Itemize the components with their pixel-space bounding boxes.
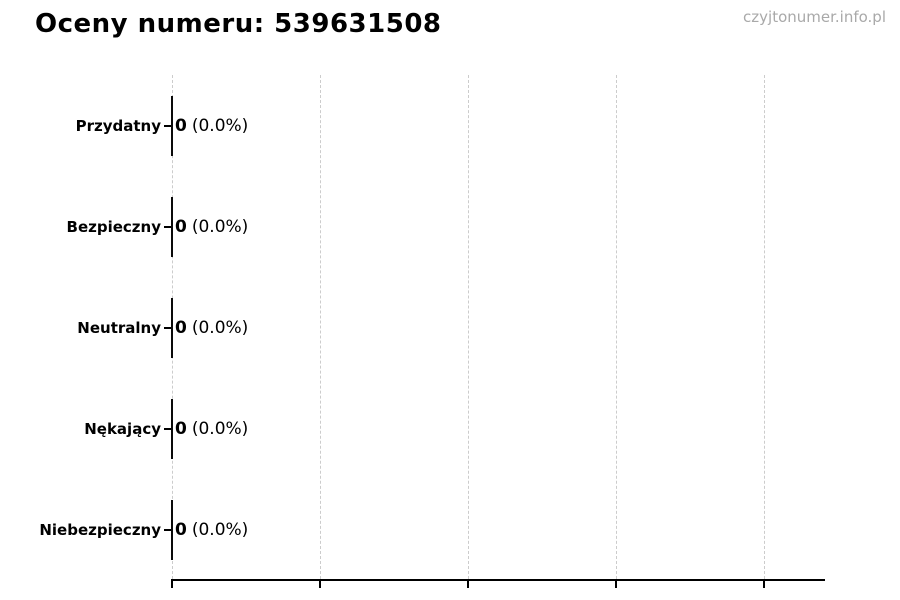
x-axis-line — [171, 579, 825, 581]
value-percent: (0.0%) — [191, 216, 249, 237]
value-count: 0 — [175, 115, 187, 136]
chart-title: Oceny numeru: 539631508 — [35, 9, 442, 39]
value-percent: (0.0%) — [191, 115, 249, 136]
value-label: 0 (0.0%) — [175, 116, 248, 136]
y-axis-tick — [164, 528, 171, 531]
value-label: 0 (0.0%) — [175, 217, 248, 237]
category-row: Neutralny 0 (0.0%) — [77, 277, 824, 378]
gridline — [320, 75, 321, 579]
x-axis-tick — [319, 581, 321, 588]
value-percent: (0.0%) — [191, 519, 249, 540]
zero-width-bar — [171, 398, 173, 459]
value-label: 0 (0.0%) — [175, 520, 248, 540]
value-count: 0 — [175, 216, 187, 237]
category-label: Neutralny — [77, 318, 161, 337]
gridline — [468, 75, 469, 579]
watermark-text: czyjtonumer.info.pl — [743, 8, 886, 26]
value-count: 0 — [175, 317, 187, 338]
category-label: Przydatny — [75, 116, 161, 135]
zero-width-bar — [171, 297, 173, 358]
y-axis-tick — [164, 427, 171, 430]
gridline — [616, 75, 617, 579]
value-label: 0 (0.0%) — [175, 318, 248, 338]
x-axis-tick — [763, 581, 765, 588]
value-count: 0 — [175, 418, 187, 439]
y-axis-tick — [164, 124, 171, 127]
gridline — [764, 75, 765, 579]
value-percent: (0.0%) — [191, 317, 249, 338]
category-row: Nękający 0 (0.0%) — [84, 378, 824, 479]
zero-width-bar — [171, 499, 173, 560]
x-axis-tick — [171, 581, 173, 588]
category-label: Bezpieczny — [66, 217, 161, 236]
category-row: Przydatny 0 (0.0%) — [76, 75, 824, 176]
category-label: Nękający — [84, 419, 161, 438]
x-axis-tick — [615, 581, 617, 588]
y-axis-tick — [164, 225, 171, 228]
zero-width-bar — [171, 95, 173, 156]
category-label: Niebezpieczny — [39, 520, 161, 539]
plot-area: Przydatny 0 (0.0%) Bezpieczny 0 (0.0%) Neu… — [39, 75, 825, 588]
x-axis-tick — [467, 581, 469, 588]
zero-width-bar — [171, 196, 173, 257]
y-axis-tick — [164, 326, 171, 329]
category-row: Niebezpieczny 0 (0.0%) — [39, 479, 824, 580]
category-row: Bezpieczny 0 (0.0%) — [67, 176, 824, 277]
value-percent: (0.0%) — [191, 418, 249, 439]
value-count: 0 — [175, 519, 187, 540]
value-label: 0 (0.0%) — [175, 419, 248, 439]
